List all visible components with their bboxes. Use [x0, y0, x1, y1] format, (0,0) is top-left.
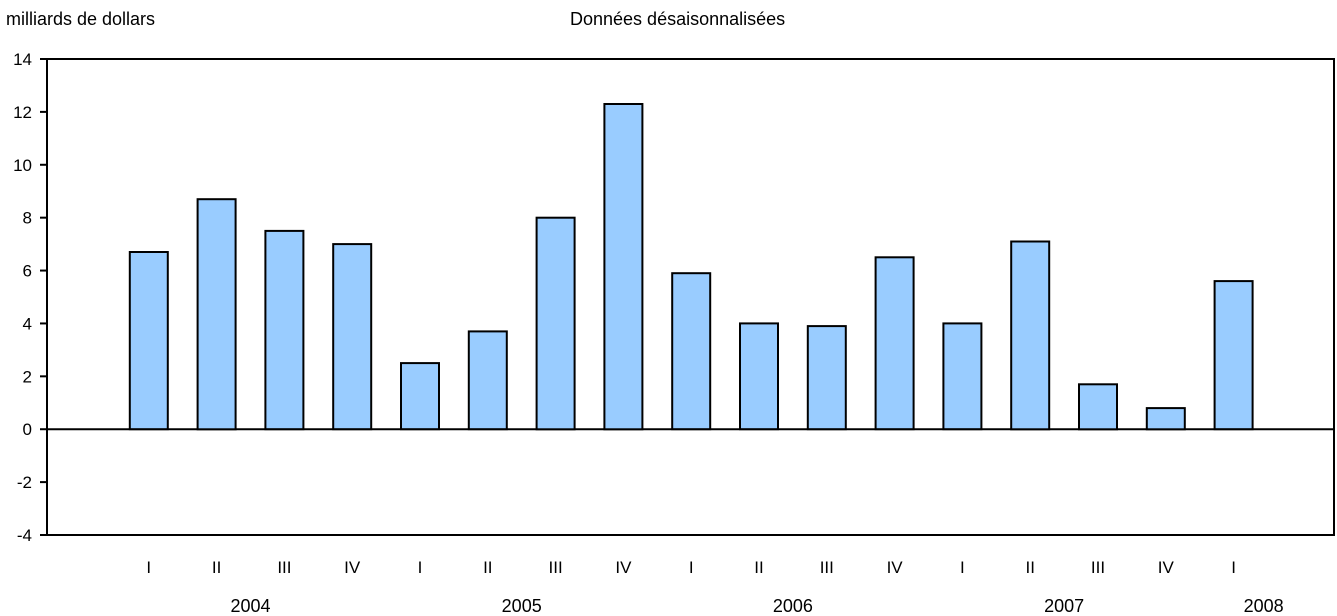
y-tick-label: 12 — [13, 103, 32, 122]
bar — [400, 362, 440, 431]
year-label: 2007 — [1044, 596, 1084, 616]
x-tick-label: I — [960, 558, 965, 577]
x-tick-label: II — [483, 558, 492, 577]
bar — [535, 216, 576, 431]
bar — [942, 322, 983, 431]
y-tick-label: 6 — [23, 262, 32, 281]
x-tick-label: I — [689, 558, 694, 577]
bar — [739, 322, 779, 431]
x-tick-label: I — [146, 558, 151, 577]
y-tick-label: 2 — [23, 367, 32, 386]
x-tick-label: III — [277, 558, 291, 577]
bar — [874, 256, 915, 431]
x-tick-label: III — [1091, 558, 1105, 577]
x-tick-label: II — [212, 558, 221, 577]
year-label: 2004 — [230, 596, 270, 616]
y-tick-label: -2 — [17, 473, 32, 492]
bar — [264, 229, 305, 431]
bar — [806, 325, 847, 431]
bar — [196, 198, 237, 431]
bar — [603, 103, 644, 431]
x-tick-label: IV — [615, 558, 632, 577]
year-label: 2006 — [773, 596, 813, 616]
y-tick-label: -4 — [17, 526, 32, 545]
x-tick-label: III — [549, 558, 563, 577]
x-tick-label: I — [418, 558, 423, 577]
x-tick-label: IV — [1158, 558, 1175, 577]
x-tick-label: IV — [887, 558, 904, 577]
bar — [467, 330, 508, 431]
plot-frame — [46, 58, 1335, 536]
bar — [332, 243, 373, 431]
bar — [671, 272, 712, 431]
x-tick-label: II — [754, 558, 763, 577]
bar — [128, 251, 169, 431]
bar — [1145, 407, 1186, 431]
bar — [1078, 383, 1118, 431]
y-tick-label: 8 — [23, 209, 32, 228]
chart-subtitle: Données désaisonnalisées — [570, 9, 786, 29]
x-tick-label: IV — [344, 558, 361, 577]
x-tick-label: III — [820, 558, 834, 577]
y-tick-label: 10 — [13, 156, 32, 175]
year-label: 2008 — [1244, 596, 1284, 616]
y-tick-label: 14 — [13, 50, 32, 69]
x-tick-label: II — [1025, 558, 1034, 577]
bar — [1010, 240, 1051, 431]
bar — [1213, 280, 1254, 431]
y-axis-unit-label: milliards de dollars — [6, 9, 156, 29]
y-tick-label: 0 — [23, 420, 32, 439]
y-tick-label: 4 — [23, 314, 32, 333]
year-label: 2005 — [502, 596, 542, 616]
x-tick-label: I — [1231, 558, 1236, 577]
